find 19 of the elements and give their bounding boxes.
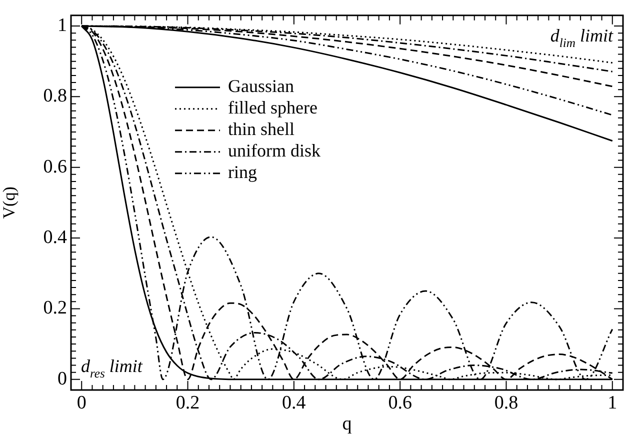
legend-label: ring [228, 162, 257, 182]
x-tick-label: 0.8 [494, 392, 518, 414]
x-axis-title: q [342, 414, 352, 435]
y-tick-label: 0.2 [43, 298, 67, 319]
legend-label: uniform disk [228, 140, 320, 161]
x-tick-label: 1 [608, 392, 618, 414]
x-tick-label: 0.6 [388, 392, 412, 414]
y-tick-label: 1 [58, 14, 67, 36]
x-tick-label: 0.4 [282, 392, 306, 414]
y-tick-label: 0.8 [43, 86, 67, 107]
y-tick-label: 0 [58, 368, 67, 390]
y-tick-label: 0.6 [43, 156, 67, 178]
legend-label: filled sphere [228, 98, 318, 118]
y-axis-title: V(q) [0, 186, 19, 219]
legend-label: thin shell [228, 119, 294, 140]
x-tick-label: 0 [76, 392, 86, 414]
x-tick-label: 0.2 [176, 392, 200, 414]
legend-label: Gaussian [228, 76, 294, 96]
y-tick-label: 0.4 [43, 227, 68, 248]
